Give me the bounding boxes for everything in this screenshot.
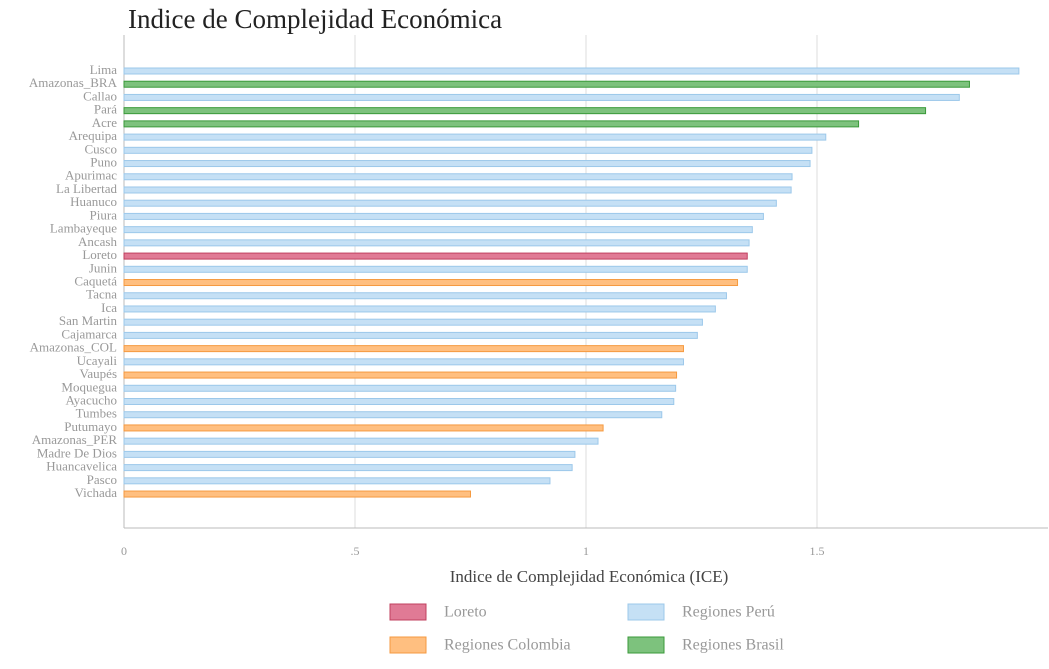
bar — [123, 437, 599, 445]
bar — [123, 411, 663, 419]
y-tick-label: Junin — [89, 260, 118, 275]
x-tick-label: .5 — [351, 544, 360, 558]
bar — [123, 345, 684, 353]
bar — [123, 318, 703, 326]
bar — [123, 384, 677, 392]
y-tick-label: Amazonas_PER — [32, 432, 118, 447]
legend-label: Regiones Brasil — [682, 637, 784, 654]
bar — [123, 265, 748, 273]
bar — [123, 371, 678, 379]
y-tick-label: Pará — [94, 102, 117, 117]
y-tick-label: Huanuco — [70, 194, 117, 209]
y-tick-label: Tacna — [86, 287, 117, 302]
bar — [123, 239, 750, 247]
y-tick-label: Amazonas_COL — [30, 340, 117, 355]
bar — [123, 490, 471, 498]
bar — [123, 93, 960, 101]
y-tick-label: Tumbes — [76, 406, 117, 421]
y-tick-label: Vaupés — [79, 366, 117, 381]
legend-swatch — [389, 636, 427, 654]
bar — [123, 305, 716, 313]
bar — [123, 477, 551, 485]
y-tick-label: Arequipa — [69, 128, 118, 143]
bar — [123, 80, 970, 88]
bar — [123, 292, 727, 300]
bar — [123, 186, 792, 194]
y-tick-label: Acre — [92, 115, 117, 130]
bar — [123, 279, 739, 287]
y-tick-label: Ica — [101, 300, 117, 315]
y-tick-label: Ucayali — [77, 353, 118, 368]
y-tick-label: Puno — [90, 155, 117, 170]
bar — [123, 199, 777, 207]
bar — [123, 120, 860, 128]
bar — [123, 450, 576, 458]
x-tick-label: 0 — [121, 544, 127, 558]
y-tick-label: Lima — [90, 62, 118, 77]
y-tick-label: Moquegua — [61, 379, 117, 394]
bar — [123, 146, 813, 154]
bar — [123, 133, 827, 141]
bar — [123, 226, 753, 234]
y-tick-label: Ancash — [78, 234, 117, 249]
bar — [123, 212, 764, 220]
y-tick-label: La Libertad — [56, 181, 117, 196]
bar — [123, 173, 793, 181]
y-tick-label: Amazonas_BRA — [29, 75, 118, 90]
bar — [123, 160, 811, 168]
y-tick-label: Loreto — [82, 247, 117, 262]
y-tick-label: Putumayo — [64, 419, 117, 434]
y-tick-label: Callao — [83, 88, 117, 103]
y-tick-label: Vichada — [74, 485, 117, 500]
legend-label: Loreto — [444, 604, 487, 621]
y-tick-label: Cajamarca — [61, 326, 117, 341]
legend-swatch — [389, 603, 427, 621]
legend-swatch — [627, 636, 665, 654]
y-tick-label: Huancavelica — [46, 459, 117, 474]
y-tick-label: Pasco — [87, 472, 117, 487]
y-tick-label: San Martin — [59, 313, 118, 328]
bar — [123, 358, 684, 366]
x-tick-label: 1 — [583, 544, 589, 558]
bar — [123, 67, 1020, 75]
bar — [123, 464, 573, 472]
y-tick-label: Ayacucho — [65, 392, 117, 407]
y-tick-label: Apurimac — [65, 168, 117, 183]
y-tick-label: Piura — [90, 207, 118, 222]
bar — [123, 252, 748, 260]
bar — [123, 398, 675, 405]
x-tick-label: 1.5 — [810, 544, 825, 558]
x-axis-label: Indice de Complejidad Económica (ICE) — [450, 567, 729, 586]
y-tick-label: Caquetá — [74, 274, 117, 289]
y-tick-label: Lambayeque — [50, 221, 117, 236]
legend-swatch — [627, 603, 665, 621]
bar — [123, 107, 927, 115]
bar — [123, 331, 698, 339]
bar — [123, 424, 604, 432]
legend-label: Regiones Perú — [682, 604, 775, 621]
y-tick-label: Cusco — [85, 141, 118, 156]
legend-label: Regiones Colombia — [444, 637, 571, 654]
y-tick-label: Madre De Dios — [37, 445, 117, 460]
chart-title: Indice de Complejidad Económica — [128, 4, 502, 34]
